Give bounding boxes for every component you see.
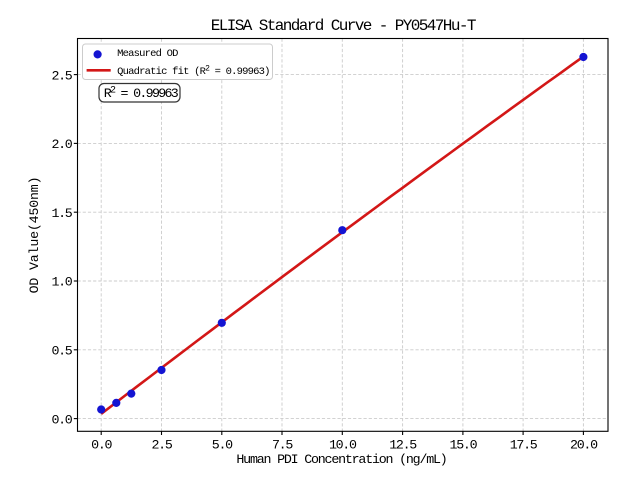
svg-text:OD Value(450nm): OD Value(450nm) [27,177,42,294]
svg-text:17.5: 17.5 [510,438,538,453]
svg-text:Quadratic fit (R2 = 0.99963): Quadratic fit (R2 = 0.99963) [117,65,270,79]
svg-text:7.5: 7.5 [272,438,293,453]
svg-text:10.0: 10.0 [329,438,357,453]
svg-text:20.0: 20.0 [570,438,598,453]
svg-text:Measured OD: Measured OD [117,48,178,60]
svg-text:R2 = 0.99963: R2 = 0.99963 [104,85,179,101]
svg-text:15.0: 15.0 [450,438,478,453]
svg-text:0.5: 0.5 [51,344,72,359]
svg-text:12.5: 12.5 [389,438,417,453]
svg-text:2.0: 2.0 [51,137,72,152]
svg-text:5.0: 5.0 [212,438,233,453]
svg-text:0.0: 0.0 [91,438,112,453]
svg-text:0.0: 0.0 [51,412,72,427]
svg-text:2.5: 2.5 [51,68,72,83]
svg-text:Human PDI Concentration (ng/mL: Human PDI Concentration (ng/mL) [236,452,446,467]
svg-text:ELISA Standard Curve - PY0547H: ELISA Standard Curve - PY0547Hu-T [211,17,476,35]
svg-text:1.5: 1.5 [51,206,72,221]
svg-text:2.5: 2.5 [151,438,172,453]
svg-text:1.0: 1.0 [51,275,72,290]
